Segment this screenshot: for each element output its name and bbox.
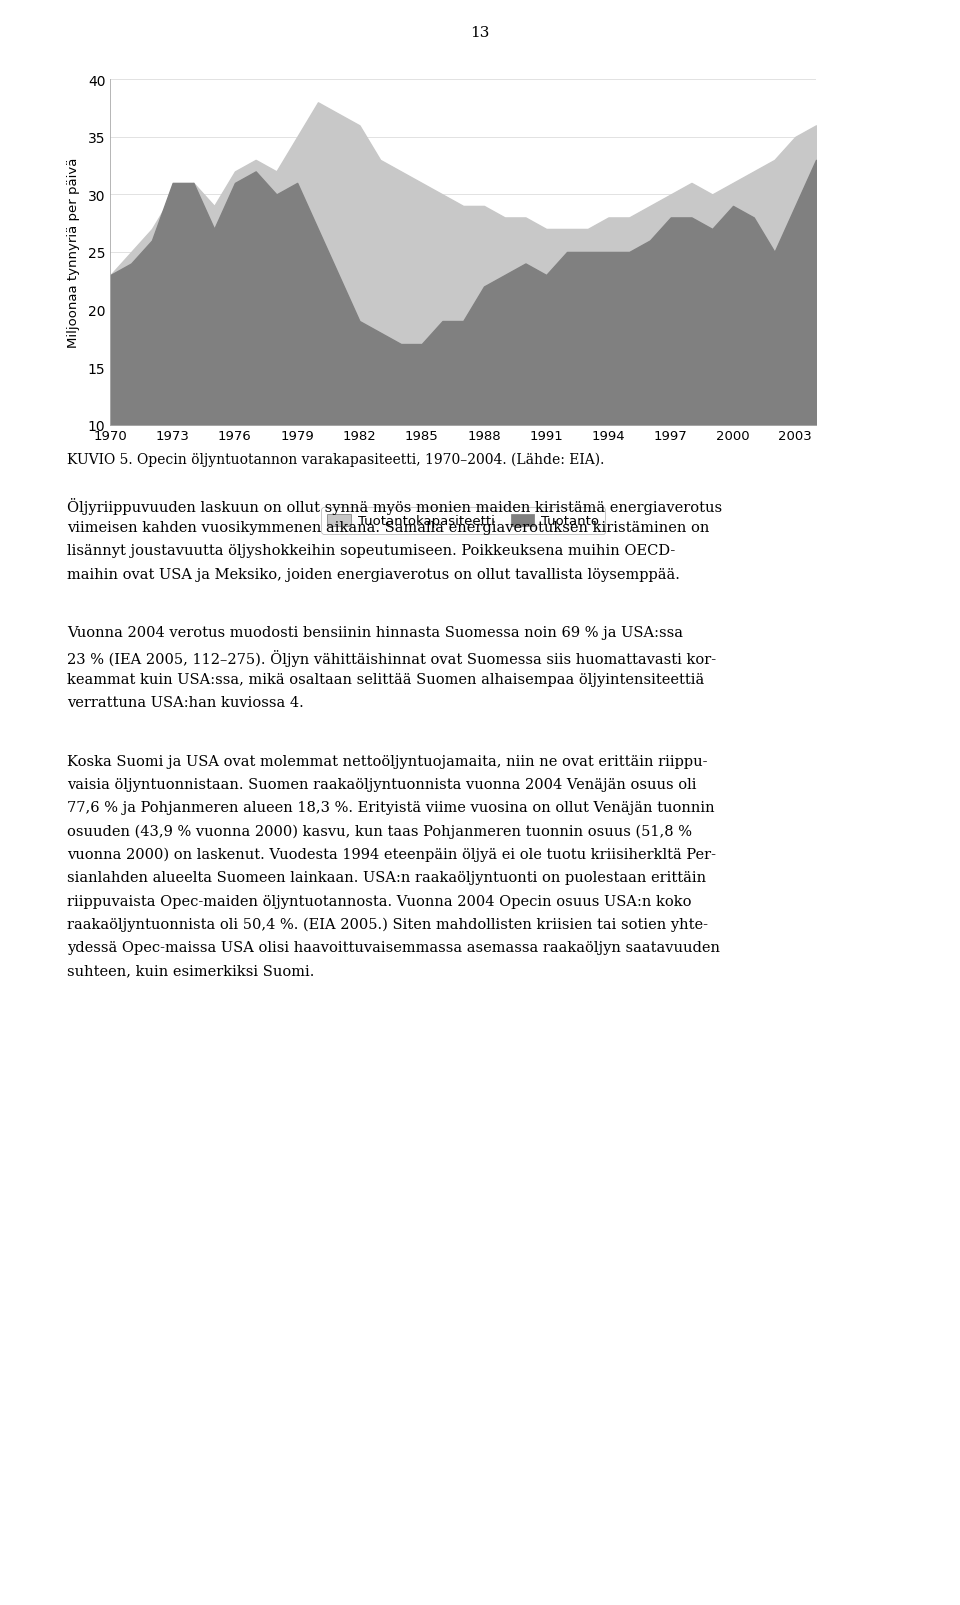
Text: osuuden (43,9 % vuonna 2000) kasvu, kun taas Pohjanmeren tuonnin osuus (51,8 %: osuuden (43,9 % vuonna 2000) kasvu, kun … — [67, 823, 692, 838]
Text: sianlahden alueelta Suomeen lainkaan. USA:n raakaöljyntuonti on puolestaan eritt: sianlahden alueelta Suomeen lainkaan. US… — [67, 870, 707, 884]
Text: vaisia öljyntuonnistaan. Suomen raakaöljyntuonnista vuonna 2004 Venäjän osuus ol: vaisia öljyntuonnistaan. Suomen raakaölj… — [67, 777, 697, 791]
Text: 13: 13 — [470, 26, 490, 40]
Text: vuonna 2000) on laskenut. Vuodesta 1994 eteenpäin öljyä ei ole tuotu kriisiherkl: vuonna 2000) on laskenut. Vuodesta 1994 … — [67, 847, 716, 862]
Text: verrattuna USA:han kuviossa 4.: verrattuna USA:han kuviossa 4. — [67, 695, 304, 709]
Text: Koska Suomi ja USA ovat molemmat nettoöljyntuojamaita, niin ne ovat erittäin rii: Koska Suomi ja USA ovat molemmat nettoöl… — [67, 754, 708, 769]
Y-axis label: Miljoonaa tynnyriä per päivä: Miljoonaa tynnyriä per päivä — [66, 157, 80, 348]
Legend: Tuotantokapasiteetti, Tuotanto: Tuotantokapasiteetti, Tuotanto — [321, 507, 606, 534]
Text: suhteen, kuin esimerkiksi Suomi.: suhteen, kuin esimerkiksi Suomi. — [67, 963, 315, 977]
Text: raakaöljyntuonnista oli 50,4 %. (EIA 2005.) Siten mahdollisten kriisien tai soti: raakaöljyntuonnista oli 50,4 %. (EIA 200… — [67, 916, 708, 931]
Text: ydessä Opec-maissa USA olisi haavoittuvaisemmassa asemassa raakaöljyn saatavuude: ydessä Opec-maissa USA olisi haavoittuva… — [67, 941, 720, 955]
Text: maihin ovat USA ja Meksiko, joiden energiaverotus on ollut tavallista löysemppää: maihin ovat USA ja Meksiko, joiden energ… — [67, 567, 680, 581]
Text: Öljyriippuvuuden laskuun on ollut synnä myös monien maiden kiristämä energiavero: Öljyriippuvuuden laskuun on ollut synnä … — [67, 498, 722, 515]
Text: 23 % (IEA 2005, 112–275). Öljyn vähittäishinnat ovat Suomessa siis huomattavasti: 23 % (IEA 2005, 112–275). Öljyn vähittäi… — [67, 648, 716, 666]
Text: keammat kuin USA:ssa, mikä osaltaan selittää Suomen alhaisempaa öljyintensiteett: keammat kuin USA:ssa, mikä osaltaan seli… — [67, 672, 705, 687]
Text: 77,6 % ja Pohjanmeren alueen 18,3 %. Erityistä viime vuosina on ollut Venäjän tu: 77,6 % ja Pohjanmeren alueen 18,3 %. Eri… — [67, 801, 715, 815]
Text: KUVIO 5. Opecin öljyntuotannon varakapasiteetti, 1970–2004. (Lähde: EIA).: KUVIO 5. Opecin öljyntuotannon varakapas… — [67, 453, 605, 467]
Text: lisännyt joustavuutta öljyshokkeihin sopeutumiseen. Poikkeuksena muihin OECD-: lisännyt joustavuutta öljyshokkeihin sop… — [67, 544, 676, 559]
Text: viimeisen kahden vuosikymmenen aikana. Samalla energiaverotuksen kiristäminen on: viimeisen kahden vuosikymmenen aikana. S… — [67, 520, 709, 534]
Text: riippuvaista Opec-maiden öljyntuotannosta. Vuonna 2004 Opecin osuus USA:n koko: riippuvaista Opec-maiden öljyntuotannost… — [67, 894, 692, 908]
Text: Vuonna 2004 verotus muodosti bensiinin hinnasta Suomessa noin 69 % ja USA:ssa: Vuonna 2004 verotus muodosti bensiinin h… — [67, 626, 684, 640]
